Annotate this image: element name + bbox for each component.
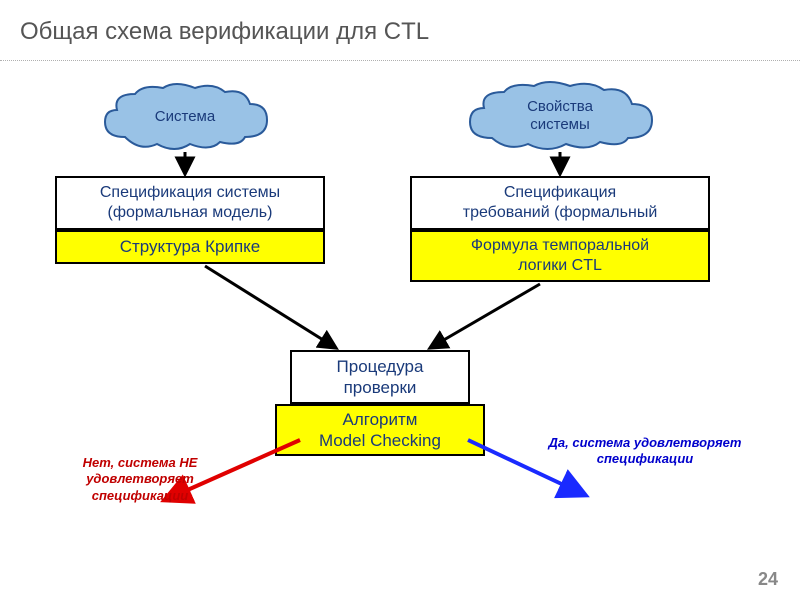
page-number: 24 — [758, 569, 778, 590]
box-spec-requirements: Спецификация требований (формальный — [410, 176, 710, 230]
arrow-left-to-proc — [205, 266, 336, 348]
page-title: Общая схема верификации для CTL — [20, 18, 429, 46]
cloud-properties: Свойства системы — [460, 80, 660, 152]
result-no-label: Нет, система НЕ удовлетворяет спецификац… — [60, 455, 220, 504]
arrow-right-to-proc — [430, 284, 540, 348]
box-model-checking: Алгоритм Model Checking — [275, 404, 485, 456]
box-ctl-formula: Формула темпоральной логики CTL — [410, 230, 710, 282]
cloud-system: Система — [95, 82, 275, 152]
cloud-system-label: Система — [155, 108, 215, 126]
title-divider — [0, 60, 800, 61]
result-yes-label: Да, система удовлетворяет спецификации — [530, 435, 760, 468]
cloud-properties-label: Свойства системы — [527, 98, 593, 134]
box-spec-system: Спецификация системы (формальная модель) — [55, 176, 325, 230]
box-procedure: Процедура проверки — [290, 350, 470, 404]
box-kripke-structure: Структура Крипке — [55, 230, 325, 264]
